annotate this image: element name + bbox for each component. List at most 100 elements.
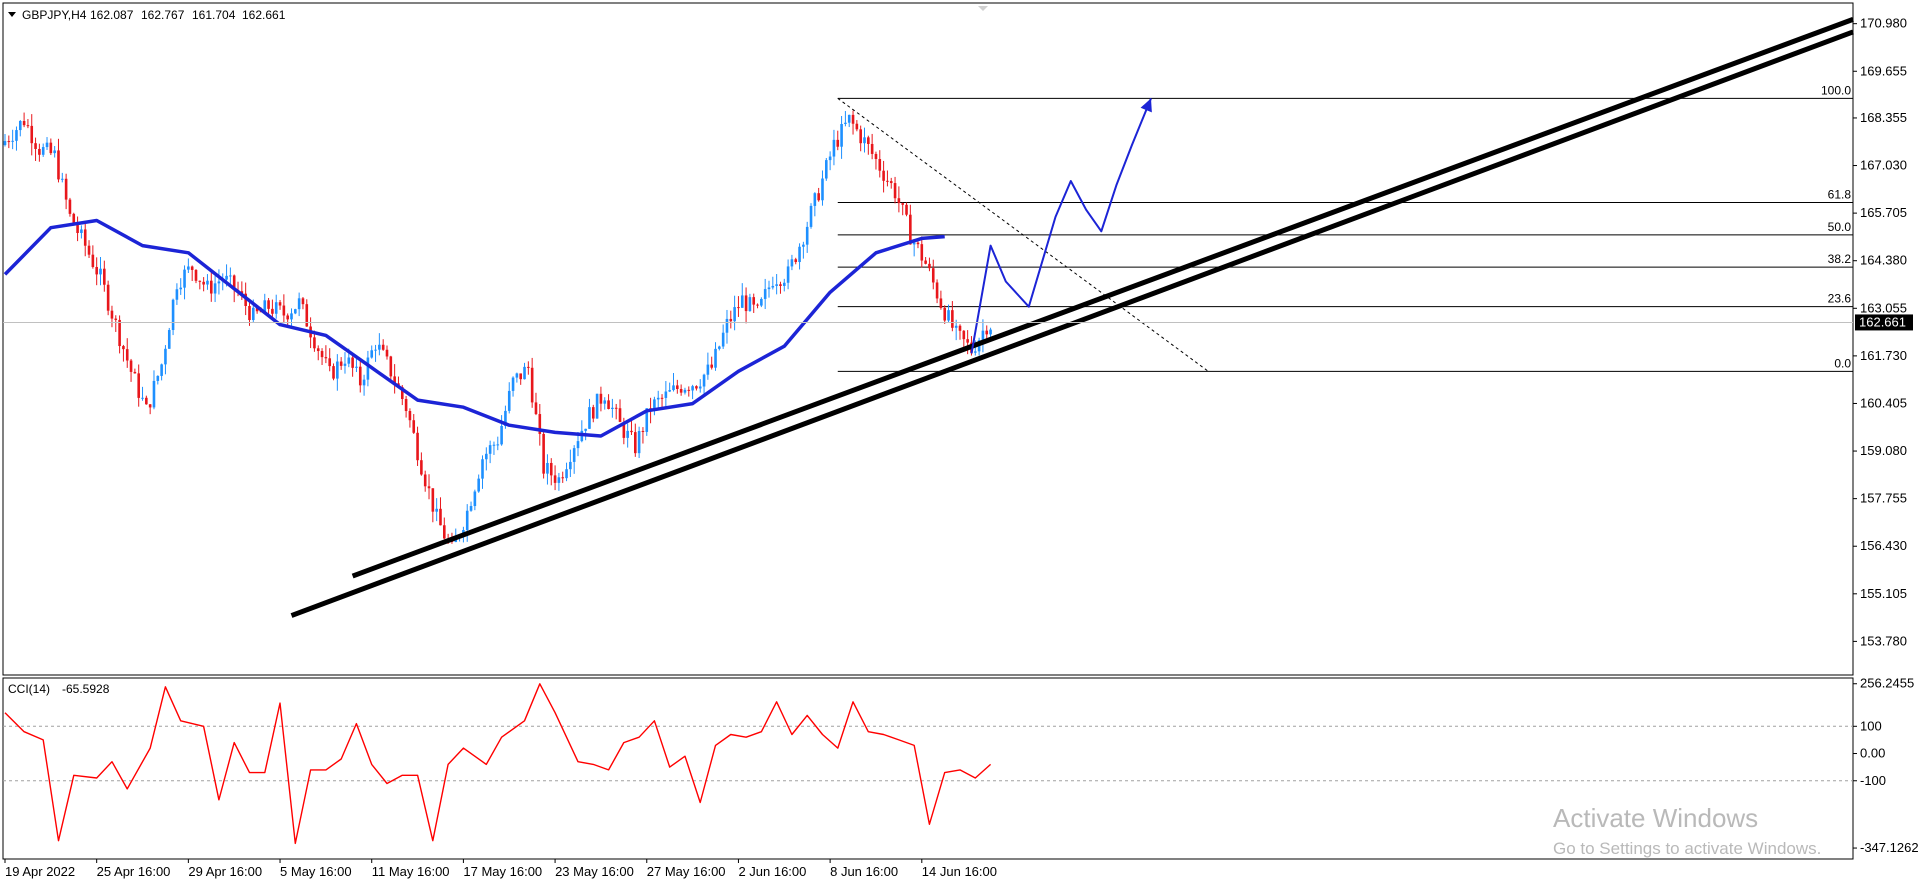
candle-body [267,300,270,309]
candle-body [905,204,908,215]
candle-body [523,366,526,380]
projection-arrowhead [1140,98,1152,113]
candle-body [87,245,91,255]
candle-body [229,275,232,277]
candle-body [305,304,309,327]
candle-body [760,298,763,306]
candle-body [607,400,610,409]
price-tick-label: 169.655 [1860,63,1907,78]
candle-body [863,137,866,144]
candle-body [61,178,64,180]
trendlines[interactable] [290,17,1854,618]
candle-body [718,346,721,349]
candle-body [198,280,202,282]
time-axis[interactable]: 19 Apr 2022 25 Apr 16:00 29 Apr 16:00 5 May… [4,859,997,879]
candle-body [553,475,557,483]
cci-label: CCI(14) [8,682,50,696]
candle-body [832,139,836,157]
candle-body [114,318,118,320]
candle-body [194,269,198,281]
time-tick-label: 25 Apr 16:00 [97,864,171,879]
candle-body [175,289,179,300]
price-tick-label: 170.980 [1860,16,1907,31]
candle-body [981,330,985,341]
candle-body [320,351,324,358]
candle-body [912,242,916,245]
candle-body [217,281,221,284]
candle-body [148,404,152,408]
fibonacci-retracement[interactable]: 100.0 61.8 50.0 38.2 23.6 0.0 [837,83,1853,372]
candle-body [721,332,725,347]
cci-panel-frame [2,677,1854,860]
scroll-marker-icon[interactable] [978,6,988,11]
candle-body [34,143,37,149]
candle-body [530,367,534,403]
candle-body [38,148,41,155]
chevron-down-icon[interactable] [8,12,16,17]
candle-body [362,379,366,386]
candle-body [290,313,293,320]
candle-body [752,297,756,305]
time-tick-label: 8 Jun 16:00 [830,864,898,879]
price-axis[interactable]: 170.980 169.655 168.355 167.030 165.705 164.3… [3,16,1913,649]
candle-body [744,295,748,312]
candle-body [836,139,840,147]
candle-body [416,432,419,461]
price-tick-label: 164.380 [1860,253,1907,268]
price-panel-frame [2,2,1854,676]
candle-body [22,121,26,126]
candle-body [80,229,83,233]
candle-body [187,266,190,270]
candle-body [893,183,897,199]
candle-body [213,283,217,294]
candle-body [897,198,901,204]
candle-body [72,213,76,226]
candle-body [561,477,565,479]
candle-body [779,284,782,286]
candle-body [825,160,828,179]
candle-body [844,122,847,124]
hand-drawn-projection[interactable] [970,98,1152,354]
candle-body [141,397,144,399]
candle-body [611,407,614,409]
candle-body [805,226,809,245]
candle-body [106,284,110,311]
candle-body [469,506,473,511]
candle-body [408,411,412,421]
candle-body [171,299,175,331]
candle-body [286,315,289,320]
candle-body [668,390,671,392]
candle-body [767,287,771,290]
candle-body [255,307,259,312]
candle-body [947,310,950,321]
candle-body [389,356,393,377]
time-tick-label: 2 Jun 16:00 [738,864,806,879]
candle-body [748,297,752,312]
fib-level-label: 38.2 [1828,252,1852,266]
candle-body [920,244,924,261]
cci-tick-label: 0.00 [1860,746,1885,761]
candle-body [576,441,580,449]
candle-body [164,348,167,365]
moving-average [3,218,945,438]
candle-body [889,181,893,184]
candle-body [313,337,316,349]
candle-body [336,361,339,379]
candle-body [202,281,205,285]
time-tick-label: 14 Jun 16:00 [922,864,997,879]
candle-body [427,486,431,489]
candle-body [83,229,87,246]
candle-body [179,287,183,290]
candle-body [282,305,286,316]
candle-body [538,414,542,434]
candle-body [874,153,878,160]
candle-body [439,508,442,526]
candle-body [209,280,213,294]
candle-body [939,298,943,308]
candle-body [729,318,733,322]
candle-body [160,364,163,376]
candle-body [26,125,30,127]
fib-level-label: 0.0 [1834,356,1851,370]
candle-body [15,130,18,141]
